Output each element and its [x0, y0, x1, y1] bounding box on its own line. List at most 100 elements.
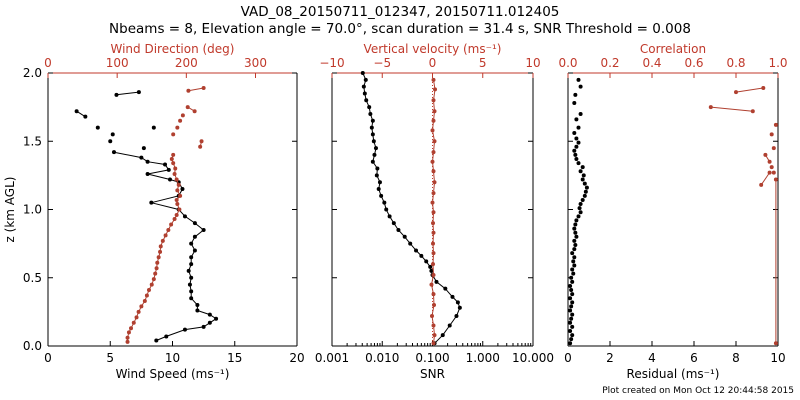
data-point [372, 152, 377, 157]
data-point [370, 118, 375, 123]
data-point [175, 125, 180, 130]
data-point [158, 249, 163, 254]
data-point [174, 197, 179, 202]
data-point [374, 173, 379, 178]
series-line [188, 87, 204, 92]
x-tick-label: 15 [227, 351, 242, 365]
series-line [113, 151, 218, 341]
chart-title: VAD_08_20150711_012347, 20150711.012405 [240, 4, 560, 20]
x-tick-label: 8 [732, 351, 740, 365]
series-line [127, 154, 181, 342]
data-point [769, 165, 774, 170]
series-line [735, 87, 764, 93]
data-point [361, 84, 366, 89]
data-point [129, 326, 133, 331]
data-point [201, 324, 206, 329]
data-point [141, 146, 146, 151]
top-axis-label: Correlation [640, 42, 706, 56]
top-axis-label: Vertical velocity (ms⁻¹) [364, 42, 502, 56]
data-point [195, 303, 200, 308]
data-point [382, 200, 387, 205]
data-point [574, 218, 579, 223]
data-point [171, 132, 176, 137]
data-point [151, 125, 156, 130]
data-point [572, 238, 577, 243]
data-point [574, 234, 579, 239]
data-point [125, 335, 130, 340]
data-point [174, 177, 179, 182]
data-point [364, 98, 369, 103]
data-point [568, 341, 573, 346]
data-point [431, 241, 436, 246]
data-point [172, 217, 177, 222]
data-point [574, 144, 579, 149]
data-point [111, 150, 116, 155]
data-point [763, 152, 768, 157]
data-point [573, 230, 578, 235]
data-point [584, 185, 589, 190]
x-axis-label: Wind Speed (ms⁻¹) [116, 367, 230, 381]
top-tick-label: 300 [244, 56, 267, 70]
data-point [429, 313, 434, 318]
data-point [569, 337, 574, 342]
data-point [431, 191, 436, 196]
data-point [769, 132, 774, 137]
chart-subtitle: Nbeams = 8, Elevation angle = 70.0°, sca… [109, 21, 691, 37]
data-point [576, 161, 581, 166]
data-point [146, 288, 151, 293]
data-point [185, 105, 190, 110]
data-point [166, 227, 171, 232]
data-point [370, 132, 375, 137]
data-point [429, 268, 434, 273]
data-point [450, 294, 455, 299]
data-point [187, 282, 192, 287]
data-point [571, 271, 576, 276]
data-point [574, 117, 579, 122]
data-point [773, 122, 778, 127]
data-point [376, 187, 381, 192]
data-point [429, 282, 434, 287]
data-point [363, 77, 368, 82]
data-point [169, 156, 174, 161]
data-point [430, 159, 435, 164]
data-point [443, 286, 448, 291]
data-point [583, 189, 588, 194]
data-point [570, 333, 575, 338]
x-tick-label: 10 [165, 351, 180, 365]
data-point [186, 268, 191, 273]
data-point [158, 244, 163, 249]
series-line [760, 172, 771, 186]
data-point [175, 202, 180, 207]
data-point [568, 320, 573, 325]
data-point [182, 214, 187, 219]
data-point [160, 238, 165, 243]
data-point [581, 173, 586, 178]
data-point [144, 293, 149, 298]
data-point [373, 146, 378, 151]
x-tick-label: 10 [770, 351, 785, 365]
data-point [149, 200, 154, 205]
data-point [136, 90, 141, 95]
data-point [434, 279, 439, 284]
x-tick-label: 1.000 [466, 351, 500, 365]
data-point [569, 316, 574, 321]
data-point [759, 182, 764, 187]
data-point [570, 267, 575, 272]
data-point [377, 180, 382, 185]
data-point [134, 315, 139, 320]
data-point [431, 150, 436, 155]
data-point [572, 101, 577, 106]
y-tick-label: 0.5 [23, 271, 42, 285]
data-point [573, 222, 578, 227]
data-point [577, 206, 582, 211]
data-point [108, 139, 113, 144]
data-point [154, 266, 159, 271]
data-point [368, 111, 373, 116]
data-point [180, 187, 185, 192]
top-tick-label: 5 [479, 56, 487, 70]
top-tick-label: 0 [429, 56, 437, 70]
x-tick-label: 0.001 [315, 351, 349, 365]
data-point [189, 255, 194, 260]
data-point [169, 222, 174, 227]
